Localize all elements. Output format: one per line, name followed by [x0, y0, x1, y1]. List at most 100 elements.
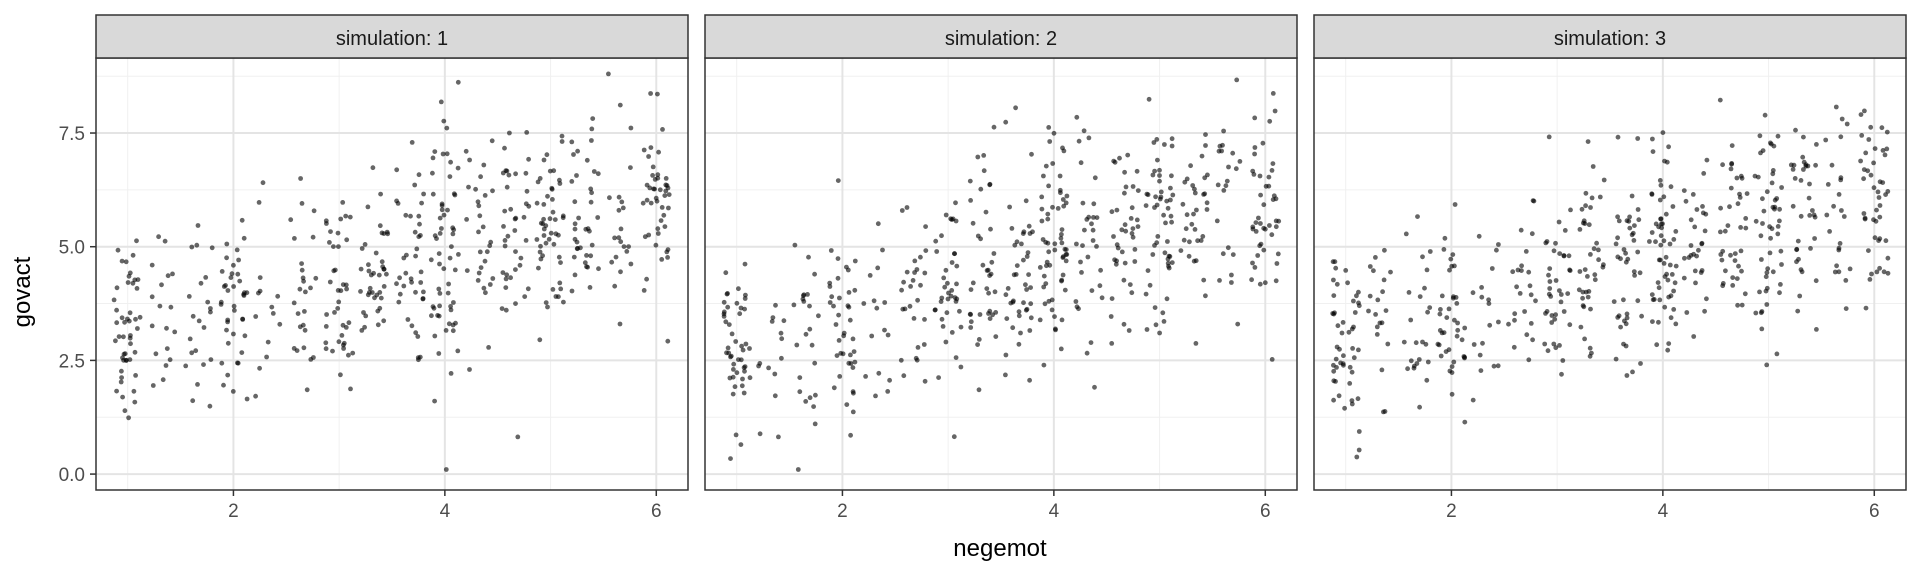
data-point — [737, 311, 743, 317]
data-point — [779, 355, 784, 361]
data-point — [299, 267, 305, 273]
data-point — [209, 245, 215, 251]
data-point — [1129, 205, 1135, 211]
data-point — [1023, 282, 1028, 288]
data-point — [876, 370, 882, 376]
data-point — [119, 315, 125, 321]
data-point — [1204, 200, 1210, 206]
data-point — [618, 226, 624, 232]
data-point — [488, 239, 494, 245]
data-point — [1330, 259, 1336, 265]
data-point — [829, 294, 835, 300]
data-point — [574, 239, 580, 245]
data-point — [662, 193, 668, 199]
data-point — [1155, 234, 1161, 239]
data-point — [301, 345, 307, 351]
data-point — [861, 301, 867, 306]
data-point — [1192, 227, 1198, 232]
data-point — [467, 157, 472, 163]
data-point — [589, 190, 594, 196]
data-point — [1053, 327, 1058, 333]
data-point — [574, 173, 579, 178]
data-point — [447, 255, 453, 261]
data-point — [208, 309, 213, 315]
data-point — [1639, 313, 1644, 319]
data-point — [1699, 240, 1705, 246]
data-point — [1866, 137, 1872, 142]
data-point — [132, 349, 138, 355]
data-point — [358, 289, 363, 294]
data-point — [1884, 129, 1890, 135]
data-point — [502, 238, 508, 243]
data-point — [617, 102, 623, 108]
data-point — [646, 154, 651, 159]
data-point — [203, 275, 209, 280]
data-point — [335, 288, 341, 293]
data-point — [901, 279, 906, 285]
data-point — [1690, 192, 1696, 197]
data-point — [918, 254, 923, 260]
data-point — [1728, 166, 1734, 172]
data-point — [1579, 206, 1585, 212]
data-point — [1582, 267, 1588, 272]
data-point — [988, 271, 994, 277]
data-point — [850, 365, 856, 370]
data-point — [648, 145, 654, 151]
data-point — [1201, 277, 1207, 283]
data-point — [1877, 265, 1882, 271]
data-point — [512, 228, 518, 233]
data-point — [375, 308, 381, 314]
data-point — [125, 280, 131, 285]
data-point — [362, 324, 367, 330]
data-point — [1451, 359, 1457, 365]
data-point — [1775, 231, 1781, 237]
data-point — [550, 209, 556, 215]
data-point — [1561, 253, 1567, 258]
data-point — [831, 303, 836, 309]
facet-panel-1: simulation: 1 — [95, 14, 689, 491]
data-point — [1528, 321, 1534, 326]
data-point — [378, 191, 383, 197]
data-point — [591, 169, 597, 174]
data-point — [812, 271, 817, 277]
data-point — [132, 399, 138, 405]
data-point — [942, 284, 948, 290]
data-point — [1266, 174, 1272, 180]
data-point — [225, 319, 231, 325]
data-point — [1722, 228, 1728, 234]
data-point — [1122, 222, 1128, 228]
data-point — [1028, 301, 1034, 307]
data-point — [452, 192, 458, 198]
data-point — [1621, 297, 1626, 303]
data-point — [1041, 273, 1047, 279]
data-point — [506, 172, 512, 178]
data-point — [1060, 197, 1066, 202]
data-point — [740, 376, 745, 382]
data-point — [323, 346, 329, 352]
data-point — [1649, 230, 1655, 235]
data-point — [588, 199, 594, 205]
data-point — [1655, 280, 1661, 285]
data-point — [1758, 310, 1764, 316]
data-point — [1621, 247, 1627, 252]
data-point — [616, 194, 622, 200]
data-point — [1350, 346, 1355, 351]
data-point — [234, 247, 240, 253]
data-point — [502, 243, 508, 249]
data-point — [434, 236, 439, 242]
data-point — [1522, 309, 1527, 314]
data-point — [1808, 246, 1813, 251]
data-point — [504, 272, 510, 278]
data-point — [481, 162, 487, 168]
data-point — [451, 300, 456, 305]
data-point — [1827, 229, 1832, 234]
data-point — [1331, 277, 1336, 283]
data-point — [949, 330, 955, 335]
data-point — [1114, 258, 1119, 264]
data-point — [1134, 217, 1140, 223]
data-point — [241, 293, 247, 298]
data-point — [1530, 337, 1535, 343]
data-point — [515, 434, 521, 440]
data-point — [1122, 169, 1127, 175]
data-point — [449, 244, 454, 250]
